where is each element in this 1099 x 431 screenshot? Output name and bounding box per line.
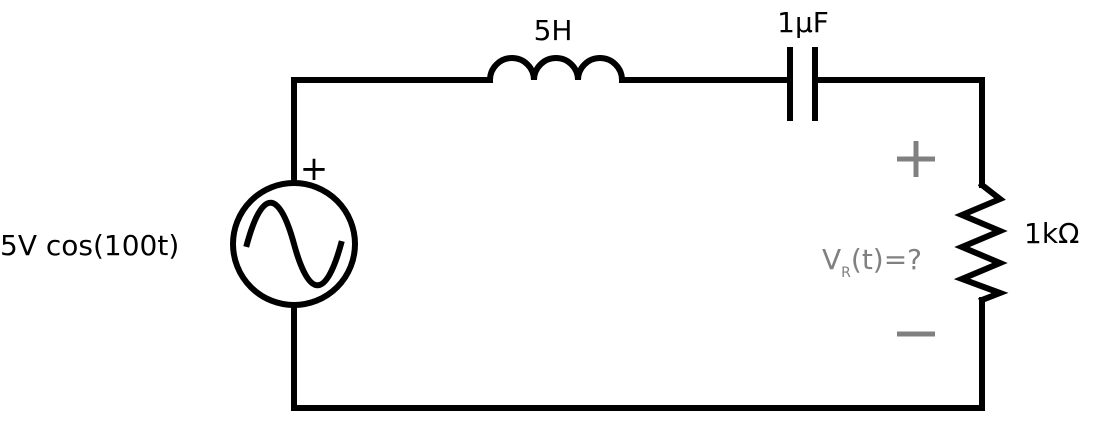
source-label: 5V cos(100t) — [0, 229, 179, 262]
measurement-subscript: R — [841, 265, 851, 281]
capacitor: 1μF — [777, 6, 829, 121]
inductor-coil — [486, 55, 626, 84]
resistor-zigzag — [953, 180, 1009, 304]
resistor-label: 1kΩ — [1024, 217, 1079, 250]
measurement-rest: (t)=? — [851, 243, 922, 276]
wire-capacitor-resistor — [812, 77, 985, 188]
wires — [291, 77, 985, 411]
wire-left-top — [291, 77, 493, 183]
inductor-label: 5H — [534, 14, 573, 47]
inductor: 5H — [486, 14, 626, 84]
source-plus-sign: + — [300, 149, 329, 189]
measurement-v: V — [822, 243, 841, 276]
wire-resistor-bottom — [291, 297, 985, 411]
measurement-label: VR(t)=? — [822, 243, 922, 281]
ac-voltage-source: + 5V cos(100t) — [0, 149, 358, 308]
sine-wave-icon — [243, 199, 345, 289]
capacitor-label: 1μF — [777, 6, 829, 39]
resistor: 1kΩ — [953, 180, 1079, 304]
voltage-measurement: VR(t)=? — [822, 141, 935, 337]
source-circle — [230, 180, 358, 308]
